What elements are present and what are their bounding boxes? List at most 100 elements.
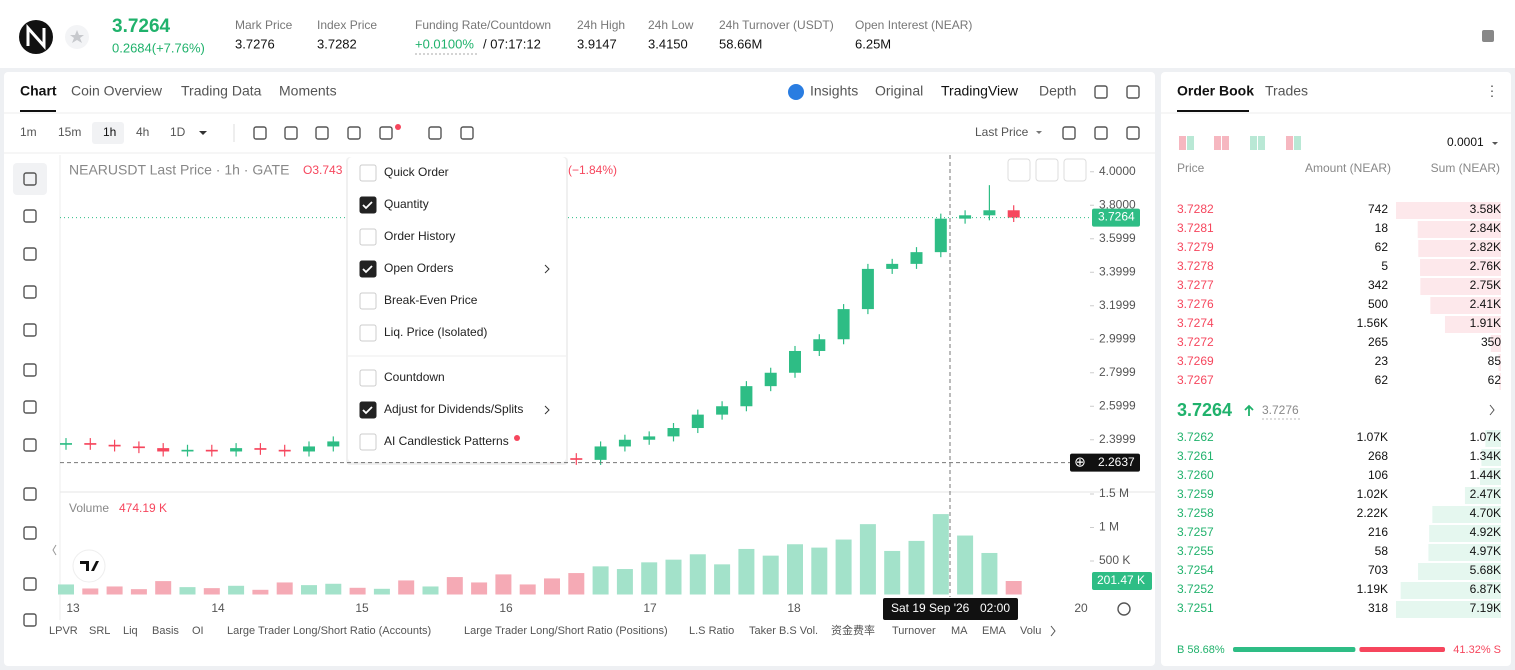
order-price[interactable]: 3.7261 [1177,449,1214,463]
checkbox[interactable] [359,433,377,451]
checkbox[interactable] [359,292,377,310]
chart-tab[interactable]: Chart [20,83,57,99]
scroll-arrow[interactable] [1050,625,1056,637]
toolbar-icon[interactable] [379,126,393,140]
drawing-tool[interactable] [23,323,37,337]
chart-tab[interactable]: Moments [279,83,337,99]
drawing-tool[interactable] [23,487,37,501]
layout-icon[interactable] [1482,30,1494,42]
order-price[interactable]: 3.7257 [1177,525,1214,539]
pane-button[interactable] [1035,158,1059,182]
drawing-tool[interactable] [23,285,37,299]
drawing-tool[interactable] [23,526,37,540]
indicator-tab[interactable]: EMA [982,625,1007,637]
pane-button[interactable] [1063,158,1087,182]
orderbook-tab[interactable]: Trades [1265,83,1308,99]
order-price[interactable]: 3.7262 [1177,430,1214,444]
checkbox[interactable] [359,228,377,246]
menu-item[interactable]: AI Candlestick Patterns [384,434,509,448]
order-price[interactable]: 3.7252 [1177,582,1214,596]
more-icon[interactable]: ⋮ [1485,83,1499,99]
drawing-tool[interactable] [23,247,37,261]
order-price[interactable]: 3.7282 [1177,202,1214,216]
toolbar-icon[interactable] [284,126,298,140]
checkbox[interactable] [359,324,377,342]
menu-item[interactable]: Adjust for Dividends/Splits [384,402,523,416]
order-price[interactable]: 3.7258 [1177,506,1214,520]
price-type-select[interactable]: Last Price [975,125,1029,139]
checkbox[interactable] [359,369,377,387]
order-price[interactable]: 3.7274 [1177,316,1214,330]
indicator-tab[interactable]: Liq [123,625,138,637]
order-price[interactable]: 3.7278 [1177,259,1214,273]
order-price[interactable]: 3.7281 [1177,221,1214,235]
order-price[interactable]: 3.7255 [1177,544,1214,558]
expand-arrow[interactable] [1489,404,1495,416]
toolbar-icon[interactable] [315,126,329,140]
chart-tab[interactable]: Coin Overview [71,83,163,99]
indicator-tab[interactable]: OI [192,625,204,637]
indicator-tab[interactable]: 资金费率 [831,623,875,637]
view-tab[interactable]: Depth [1039,83,1076,99]
order-price[interactable]: 3.7260 [1177,468,1214,482]
toolbar-icon[interactable] [1126,126,1140,140]
menu-item[interactable]: Quick Order [384,165,449,179]
fullscreen-icon[interactable] [1094,85,1108,99]
toolbar-icon[interactable] [460,126,474,140]
indicator-tab[interactable]: Volu [1020,625,1041,637]
menu-item[interactable]: Break-Even Price [384,293,478,307]
indicator-tab[interactable]: Taker B.S Vol. [749,625,818,637]
order-price[interactable]: 3.7279 [1177,240,1214,254]
view-mode-top[interactable] [1286,136,1293,150]
order-price[interactable]: 3.7251 [1177,601,1214,615]
pane-button[interactable] [1007,158,1031,182]
menu-item[interactable]: Quantity [384,197,429,211]
indicator-tab[interactable]: SRL [89,625,110,637]
order-price[interactable]: 3.7259 [1177,487,1214,501]
interval-button[interactable]: 1m [20,125,37,139]
toolbar-icon[interactable] [1094,126,1108,140]
indicator-tab[interactable]: MA [951,625,968,637]
drawing-tool[interactable] [23,363,37,377]
orderbook-tab[interactable]: Order Book [1177,83,1254,99]
interval-button[interactable]: 15m [58,125,81,139]
indicator-tab[interactable]: Large Trader Long/Short Ratio (Positions… [464,625,668,637]
toolbar-icon[interactable] [1062,126,1076,140]
interval-button[interactable]: 4h [136,125,149,139]
drawing-tool[interactable] [23,172,37,186]
view-mode-top[interactable] [1179,136,1186,150]
indicator-tab[interactable]: L.S Ratio [689,625,734,637]
view-mode-top[interactable] [1250,136,1257,150]
indicator-tab[interactable]: Large Trader Long/Short Ratio (Accounts) [227,625,431,637]
toolbar-icon[interactable] [253,126,267,140]
precision-select[interactable]: 0.0001 [1447,135,1484,149]
toolbar-icon[interactable] [347,126,361,140]
order-price[interactable]: 3.7277 [1177,278,1214,292]
view-tab[interactable]: Insights [810,83,858,99]
interval-button[interactable]: 1h [103,125,116,139]
order-price[interactable]: 3.7267 [1177,373,1214,387]
drawing-tool[interactable] [23,613,37,627]
drawing-tool[interactable] [23,209,37,223]
indicator-tab[interactable]: Turnover [892,625,936,637]
order-price[interactable]: 3.7272 [1177,335,1214,349]
indicator-tab[interactable]: Basis [152,625,179,637]
menu-item[interactable]: Order History [384,229,455,243]
menu-item[interactable]: Countdown [384,370,445,384]
interval-button[interactable]: 1D [170,125,186,139]
collapse-arrow[interactable] [52,544,57,556]
window-icon[interactable] [1126,85,1140,99]
drawing-tool[interactable] [23,438,37,452]
view-tab[interactable]: TradingView [941,83,1019,99]
indicator-tab[interactable]: LPVR [49,625,78,637]
chart-tab[interactable]: Trading Data [181,83,262,99]
toolbar-icon[interactable] [428,126,442,140]
drawing-tool[interactable] [23,400,37,414]
drawing-tool[interactable] [23,577,37,591]
order-price[interactable]: 3.7276 [1177,297,1214,311]
view-tab[interactable]: Original [875,83,923,99]
view-mode-top[interactable] [1214,136,1221,150]
menu-item[interactable]: Liq. Price (Isolated) [384,325,487,339]
menu-item[interactable]: Open Orders [384,261,453,275]
order-price[interactable]: 3.7269 [1177,354,1214,368]
